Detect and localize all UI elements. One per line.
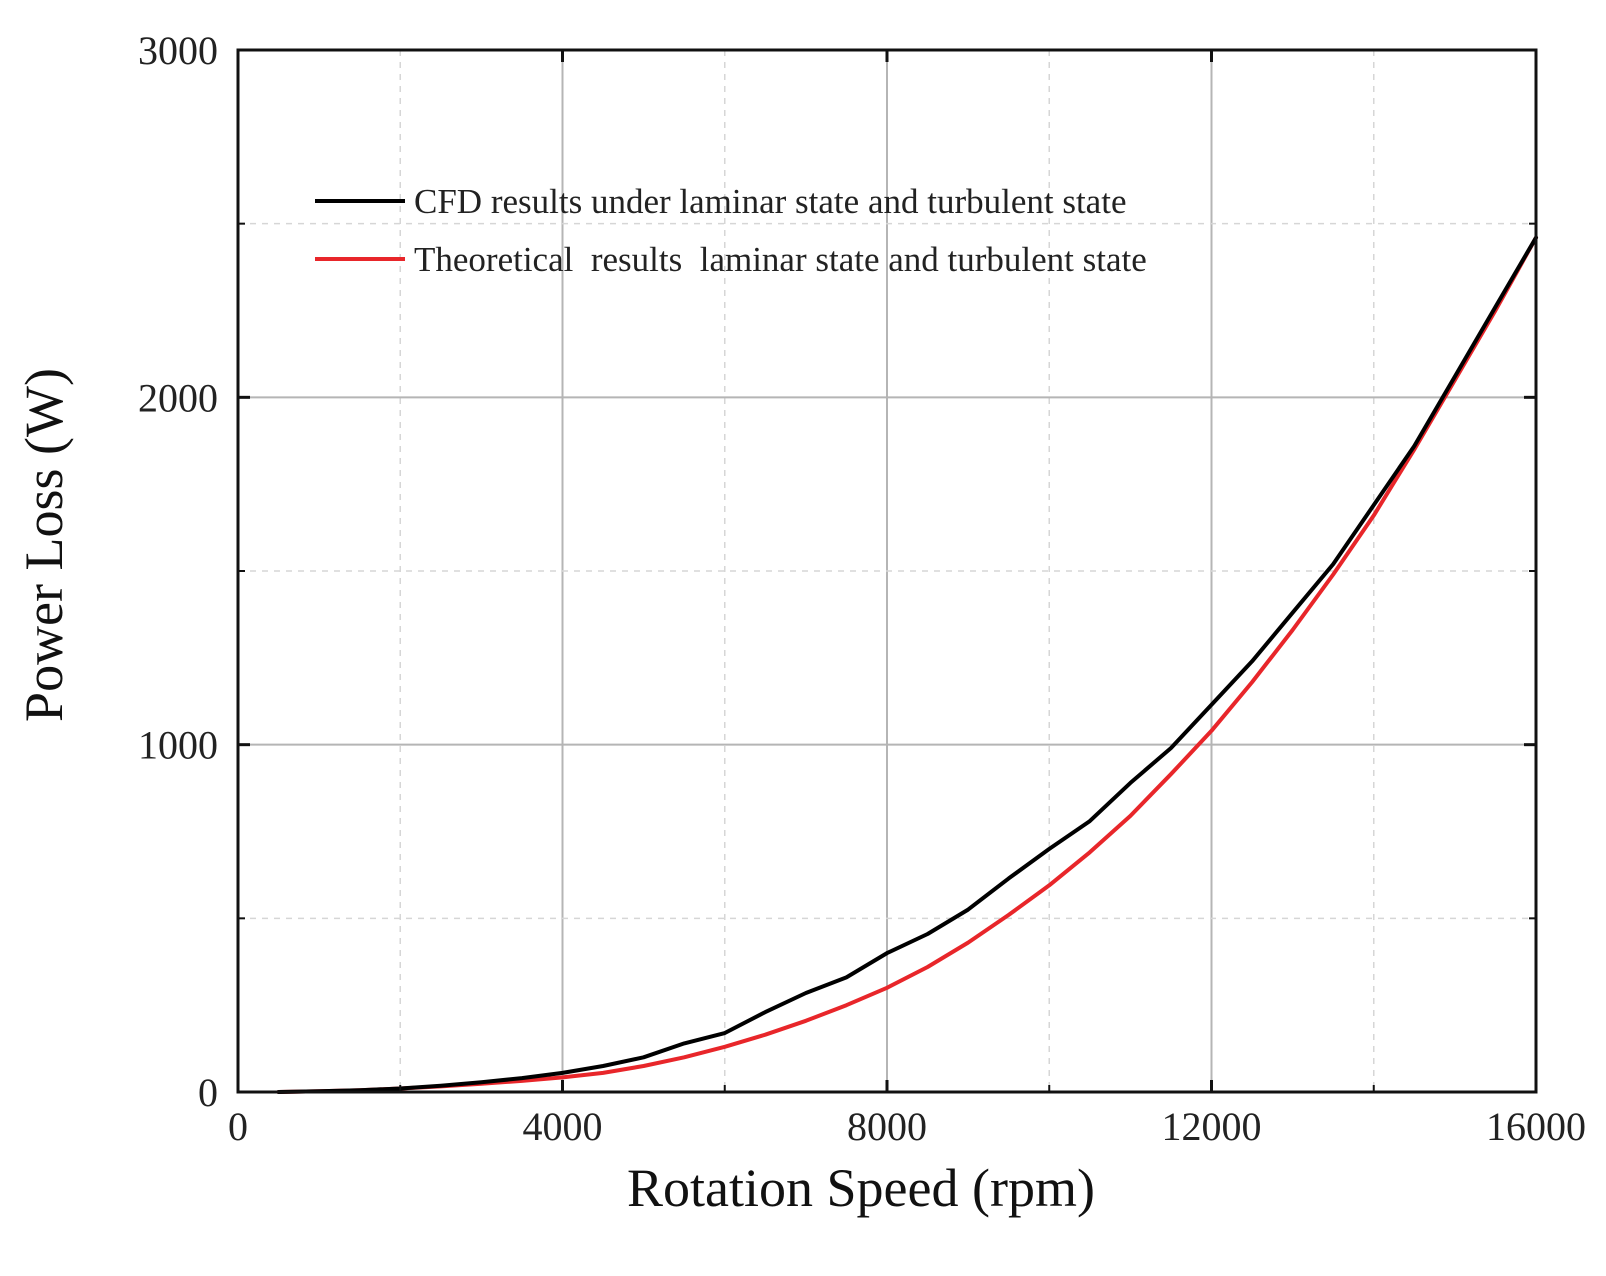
x-tick-label: 8000	[847, 1104, 927, 1149]
axis-ticks	[236, 48, 1538, 1094]
x-axis-title: Rotation Speed (rpm)	[627, 1158, 1095, 1218]
x-tick-label: 12000	[1162, 1104, 1262, 1149]
y-tick-label: 3000	[138, 28, 218, 73]
grid-lines	[238, 50, 1536, 1092]
y-tick-label: 1000	[138, 723, 218, 768]
legend: CFD results under laminar state and turb…	[315, 182, 1147, 279]
legend-label-theoretical: Theoretical results laminar state and tu…	[414, 240, 1147, 279]
y-tick-label: 0	[198, 1070, 218, 1115]
y-axis-title: Power Loss (W)	[14, 368, 74, 722]
series-line-theoretical	[276, 235, 1538, 1094]
tick-labels: 0 4000 8000 12000 16000 0 1000 2000 3000	[138, 28, 1586, 1149]
legend-label-cfd: CFD results under laminar state and turb…	[414, 182, 1126, 221]
x-tick-label: 16000	[1486, 1104, 1586, 1149]
y-tick-label: 2000	[138, 375, 218, 420]
series-lines	[276, 235, 1538, 1094]
x-tick-label: 4000	[523, 1104, 603, 1149]
series-line-cfd	[276, 235, 1538, 1094]
x-tick-label: 0	[228, 1104, 248, 1149]
